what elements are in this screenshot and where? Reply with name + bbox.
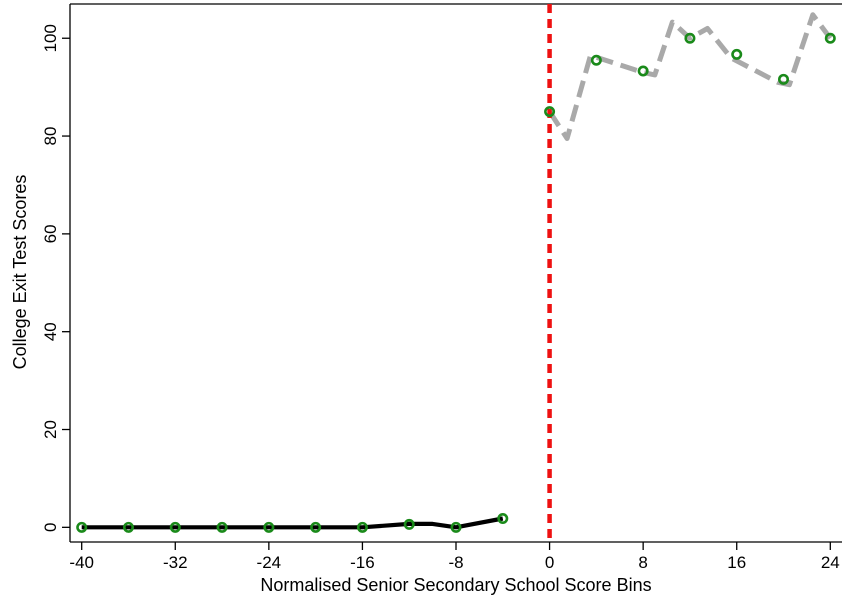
data-point-marker (731, 48, 743, 60)
x-tick-label: -16 (350, 553, 375, 572)
right-side-fit-line (547, 12, 833, 141)
x-tick-label: -8 (448, 553, 463, 572)
y-tick-label: 20 (41, 420, 60, 439)
x-axis-title: Normalised Senior Secondary School Score… (260, 575, 651, 595)
data-point-marker (684, 32, 696, 44)
y-tick-label: 0 (41, 523, 60, 532)
data-point-marker (497, 513, 509, 525)
data-point-marker (590, 54, 602, 66)
data-point-marker (637, 65, 649, 77)
data-point-marker (356, 521, 368, 533)
data-point-marker (450, 521, 462, 533)
data-point-marker (310, 521, 322, 533)
x-tick-label: -32 (163, 553, 188, 572)
data-point-marker (216, 521, 228, 533)
y-tick-label: 60 (41, 224, 60, 243)
x-tick-label: 16 (727, 553, 746, 572)
data-point-marker (263, 521, 275, 533)
y-axis-title: College Exit Test Scores (10, 175, 30, 370)
plot-frame (69, 3, 842, 543)
series-layer (81, 12, 833, 530)
y-tick-label: 100 (41, 24, 60, 52)
x-tick-label: 8 (638, 553, 647, 572)
data-point-marker (76, 521, 88, 533)
x-tick-label: -40 (69, 553, 94, 572)
x-tick-label: 24 (821, 553, 840, 572)
x-axis-ticks: -40 -32 -24 -16 -8 0 8 16 24 (69, 542, 840, 572)
x-tick-label: -24 (257, 553, 282, 572)
y-axis-ticks: 0 20 40 60 80 100 (41, 24, 70, 532)
data-point-marker (778, 73, 790, 85)
data-point-marker (122, 521, 134, 533)
left-side-fit-line (81, 516, 504, 530)
data-point-marker (824, 32, 836, 44)
marker-layer (76, 32, 836, 533)
data-point-marker (403, 518, 415, 530)
x-tick-label: 0 (545, 553, 554, 572)
y-tick-label: 40 (41, 322, 60, 341)
y-tick-label: 80 (41, 127, 60, 146)
data-point-marker (169, 521, 181, 533)
data-point-marker (544, 106, 556, 118)
